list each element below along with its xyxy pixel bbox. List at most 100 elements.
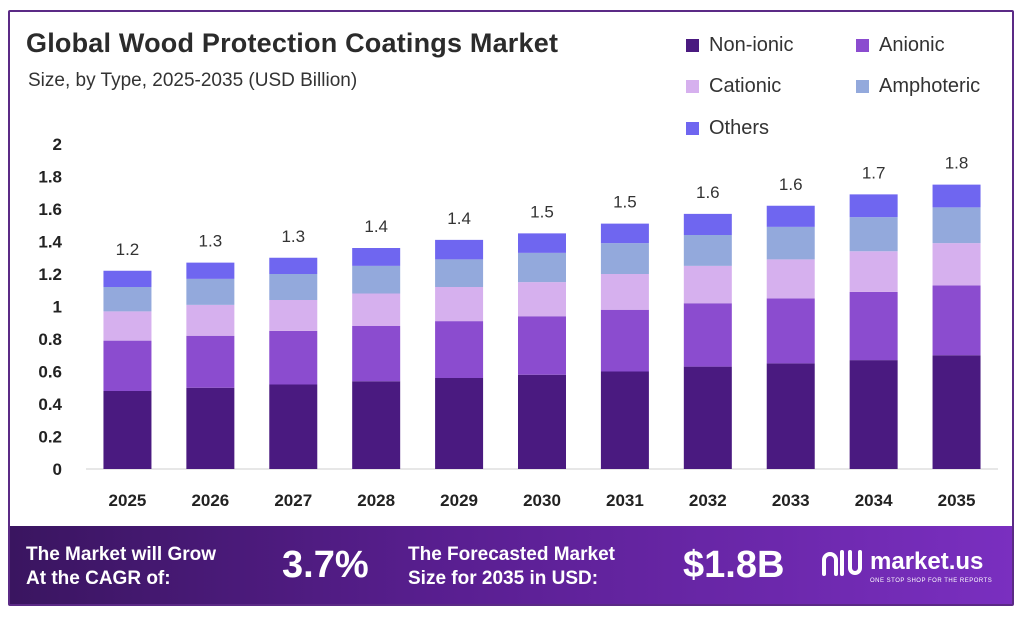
bar-segment-others-2035 bbox=[932, 184, 981, 208]
x-tick-label-2026: 2026 bbox=[191, 491, 229, 510]
bar-segment-others-2026 bbox=[186, 262, 235, 279]
y-tick-label: 1.2 bbox=[38, 265, 62, 284]
bar-segment-cationic-2025 bbox=[103, 311, 152, 341]
bar-segment-cationic-2035 bbox=[932, 243, 981, 286]
x-tick-label-2030: 2030 bbox=[523, 491, 561, 510]
x-tick-label-2027: 2027 bbox=[274, 491, 312, 510]
chart-title: Global Wood Protection Coatings Market bbox=[26, 28, 559, 58]
stacked-bar-chart: 0 0.2 0.4 0.6 0.8 1 1.2 1.4 1.6 1.8 2 1.2 2025 1.3 202… bbox=[38, 135, 998, 510]
cagr-label: The Market will Grow At the CAGR of: bbox=[26, 543, 216, 591]
bar-segment-others-2029 bbox=[435, 239, 484, 260]
total-label-2027: 1.3 bbox=[281, 227, 305, 246]
legend-swatch-others bbox=[686, 122, 699, 135]
bar-segment-non-ionic-2027 bbox=[269, 384, 318, 469]
forecast-label-line2: Size for 2035 in USD: bbox=[408, 568, 599, 589]
x-tick-label-2035: 2035 bbox=[938, 491, 976, 510]
legend-item-others: Others bbox=[686, 117, 769, 140]
bar-segment-cationic-2030 bbox=[518, 282, 566, 317]
legend-label: Non-ionic bbox=[709, 34, 794, 56]
bar-segment-cationic-2026 bbox=[186, 304, 235, 336]
market-us-logo-icon bbox=[822, 550, 862, 576]
chart-subtitle: Size, by Type, 2025-2035 (USD Billion) bbox=[28, 70, 358, 91]
bar-segment-amphoteric-2026 bbox=[186, 278, 235, 305]
total-label-2035: 1.8 bbox=[945, 154, 969, 173]
bar-segment-non-ionic-2031 bbox=[600, 371, 649, 469]
legend-item-cationic: Cationic bbox=[686, 75, 781, 98]
bar-segment-amphoteric-2025 bbox=[103, 287, 152, 312]
x-tick-label-2031: 2031 bbox=[606, 491, 644, 510]
bar-segment-anionic-2026 bbox=[186, 335, 235, 388]
bar-segment-non-ionic-2035 bbox=[932, 355, 981, 469]
bar-segment-anionic-2033 bbox=[766, 298, 815, 364]
legend-swatch-anionic bbox=[856, 39, 869, 52]
x-tick-label-2034: 2034 bbox=[855, 491, 893, 510]
y-tick-label: 1.4 bbox=[38, 233, 62, 252]
bar-segment-cationic-2027 bbox=[269, 300, 318, 331]
legend-swatch-amphoteric bbox=[856, 80, 869, 93]
forecast-value: $1.8B bbox=[683, 544, 785, 586]
bar-segment-anionic-2032 bbox=[683, 303, 732, 367]
cagr-label-line1: The Market will Grow bbox=[26, 544, 217, 565]
bar-segment-cationic-2033 bbox=[766, 259, 815, 299]
legend-label: Others bbox=[709, 117, 770, 139]
legend-item-amphoteric: Amphoteric bbox=[856, 75, 980, 98]
x-tick-label-2028: 2028 bbox=[357, 491, 395, 510]
x-tick-label-2025: 2025 bbox=[109, 491, 147, 510]
bar-segment-amphoteric-2035 bbox=[932, 207, 981, 244]
x-tick-label-2029: 2029 bbox=[440, 491, 478, 510]
bar-segment-amphoteric-2034 bbox=[849, 217, 898, 252]
bar-segment-non-ionic-2028 bbox=[352, 381, 401, 469]
brand-tagline: ONE STOP SHOP FOR THE REPORTS bbox=[870, 578, 993, 584]
bar-segment-others-2030 bbox=[518, 233, 566, 253]
y-tick-label: 0.6 bbox=[38, 363, 62, 382]
y-tick-label: 1 bbox=[53, 298, 62, 317]
brand-name: market.us bbox=[870, 548, 984, 575]
bar-segment-non-ionic-2026 bbox=[186, 387, 235, 469]
bar-segment-non-ionic-2030 bbox=[518, 374, 566, 469]
bar-segment-others-2027 bbox=[269, 257, 318, 274]
chart-frame: Global Wood Protection Coatings Market S… bbox=[8, 10, 1014, 606]
bar-segment-amphoteric-2028 bbox=[352, 265, 401, 294]
forecast-label: The Forecasted Market Size for 2035 in U… bbox=[408, 543, 615, 591]
bar-segment-others-2033 bbox=[766, 205, 815, 227]
forecast-label-line1: The Forecasted Market bbox=[408, 544, 615, 565]
y-tick-label: 1.8 bbox=[38, 168, 62, 187]
bar-segment-non-ionic-2025 bbox=[103, 391, 152, 469]
y-tick-label: 2 bbox=[53, 135, 62, 154]
legend-label: Cationic bbox=[709, 75, 782, 97]
bar-segment-anionic-2025 bbox=[103, 340, 152, 391]
y-tick-label: 0.8 bbox=[38, 330, 62, 349]
bar-segment-others-2034 bbox=[849, 194, 898, 218]
x-tick-label-2033: 2033 bbox=[772, 491, 810, 510]
bar-segment-cationic-2031 bbox=[600, 274, 649, 310]
bar-segment-cationic-2032 bbox=[683, 265, 732, 304]
total-label-2034: 1.7 bbox=[862, 163, 886, 182]
bar-segment-amphoteric-2027 bbox=[269, 274, 318, 300]
y-tick-label: 0.4 bbox=[38, 395, 62, 414]
total-label-2031: 1.5 bbox=[613, 193, 637, 212]
cagr-value: 3.7% bbox=[282, 544, 369, 586]
y-tick-label: 0.2 bbox=[38, 428, 62, 447]
y-tick-label: 1.6 bbox=[38, 200, 62, 219]
bar-segment-others-2031 bbox=[600, 223, 649, 244]
total-label-2032: 1.6 bbox=[696, 183, 720, 202]
bar-segment-non-ionic-2032 bbox=[683, 366, 732, 469]
y-tick-label: 0 bbox=[53, 460, 62, 479]
bar-segment-anionic-2034 bbox=[849, 291, 898, 361]
bar-segment-non-ionic-2029 bbox=[435, 378, 484, 469]
bar-segment-amphoteric-2029 bbox=[435, 259, 484, 287]
legend-swatch-cationic bbox=[686, 80, 699, 93]
bar-segment-anionic-2035 bbox=[932, 285, 981, 356]
legend-item-anionic: Anionic bbox=[856, 34, 945, 57]
bar-segment-cationic-2034 bbox=[849, 251, 898, 292]
brand-logo: market.us ONE STOP SHOP FOR THE REPORTS bbox=[820, 546, 992, 585]
bar-segment-cationic-2028 bbox=[352, 293, 401, 326]
bar-segment-anionic-2027 bbox=[269, 330, 318, 385]
bar-segment-others-2032 bbox=[683, 213, 732, 235]
bar-segment-non-ionic-2033 bbox=[766, 363, 815, 469]
bar-segment-amphoteric-2031 bbox=[600, 243, 649, 274]
footer-banner: The Market will Grow At the CAGR of: 3.7… bbox=[10, 526, 1012, 604]
total-label-2026: 1.3 bbox=[199, 232, 223, 251]
total-label-2025: 1.2 bbox=[116, 240, 140, 259]
bar-segment-others-2028 bbox=[352, 248, 401, 266]
